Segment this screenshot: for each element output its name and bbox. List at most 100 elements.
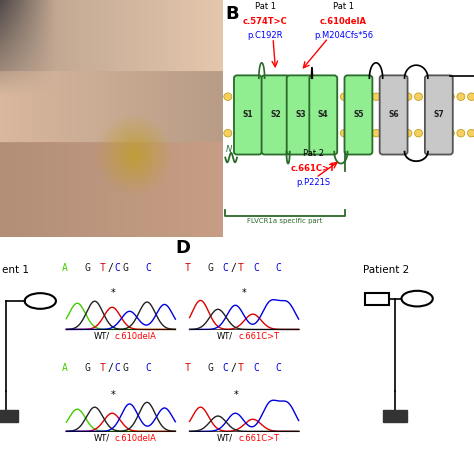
Text: /: / xyxy=(230,263,236,273)
Text: Pat 1: Pat 1 xyxy=(255,2,276,11)
Text: WT/: WT/ xyxy=(217,434,233,443)
Text: C: C xyxy=(145,363,151,373)
Circle shape xyxy=(277,129,285,137)
Text: p.P221S: p.P221S xyxy=(296,178,330,187)
Text: T: T xyxy=(100,363,105,373)
Text: A: A xyxy=(62,263,67,273)
Text: S1: S1 xyxy=(243,110,253,119)
Circle shape xyxy=(224,93,232,100)
Circle shape xyxy=(287,129,295,137)
Circle shape xyxy=(383,93,391,100)
Circle shape xyxy=(319,93,327,100)
Text: A: A xyxy=(62,363,67,373)
Text: Pat 2: Pat 2 xyxy=(303,149,324,158)
FancyBboxPatch shape xyxy=(425,75,453,155)
Circle shape xyxy=(447,129,454,137)
Text: ent 1: ent 1 xyxy=(2,265,29,275)
FancyBboxPatch shape xyxy=(234,75,262,155)
Text: S2: S2 xyxy=(270,110,281,119)
Text: c.661C>T: c.661C>T xyxy=(238,332,279,341)
Circle shape xyxy=(436,93,444,100)
Text: *: * xyxy=(111,390,116,400)
Text: G: G xyxy=(122,263,128,273)
Text: S6: S6 xyxy=(388,110,399,119)
Text: *: * xyxy=(234,390,239,400)
Text: S3: S3 xyxy=(295,110,306,119)
Circle shape xyxy=(425,93,433,100)
Text: G: G xyxy=(84,263,90,273)
Text: p.M204Cfs*56: p.M204Cfs*56 xyxy=(314,31,373,40)
Text: Patient 2: Patient 2 xyxy=(363,265,409,275)
Circle shape xyxy=(425,129,433,137)
Text: C: C xyxy=(276,263,282,273)
Circle shape xyxy=(245,129,253,137)
Text: WT/: WT/ xyxy=(94,332,110,341)
Circle shape xyxy=(436,129,444,137)
Text: c.574T>C: c.574T>C xyxy=(243,17,288,26)
Text: B: B xyxy=(225,5,239,23)
Circle shape xyxy=(383,129,391,137)
Text: Pat 1: Pat 1 xyxy=(333,2,354,11)
Circle shape xyxy=(298,129,306,137)
Text: G: G xyxy=(122,363,128,373)
Circle shape xyxy=(393,93,401,100)
Text: c.610delA: c.610delA xyxy=(320,17,367,26)
Circle shape xyxy=(245,93,253,100)
FancyBboxPatch shape xyxy=(380,75,408,155)
Circle shape xyxy=(298,93,306,100)
Circle shape xyxy=(234,93,242,100)
Text: T: T xyxy=(185,263,191,273)
Text: WT/: WT/ xyxy=(94,434,110,443)
Circle shape xyxy=(266,129,274,137)
FancyBboxPatch shape xyxy=(287,75,315,155)
Circle shape xyxy=(351,93,359,100)
Text: C: C xyxy=(145,263,151,273)
Bar xyxy=(383,410,407,422)
Circle shape xyxy=(414,129,422,137)
Text: /: / xyxy=(107,263,113,273)
Text: c.610delA: c.610delA xyxy=(115,434,157,443)
Circle shape xyxy=(330,129,338,137)
Text: C: C xyxy=(253,363,259,373)
Circle shape xyxy=(447,93,454,100)
Circle shape xyxy=(287,93,295,100)
Text: S4: S4 xyxy=(318,110,328,119)
Circle shape xyxy=(255,93,264,100)
Circle shape xyxy=(340,93,348,100)
FancyBboxPatch shape xyxy=(345,75,373,155)
Text: C: C xyxy=(223,263,228,273)
Text: *: * xyxy=(242,288,246,298)
Text: c.610delA: c.610delA xyxy=(115,332,157,341)
Circle shape xyxy=(351,129,359,137)
Circle shape xyxy=(224,129,232,137)
Circle shape xyxy=(404,129,412,137)
Text: /: / xyxy=(230,363,236,373)
Text: G: G xyxy=(84,363,90,373)
Circle shape xyxy=(457,93,465,100)
Text: T: T xyxy=(185,363,191,373)
Circle shape xyxy=(467,129,474,137)
Text: C: C xyxy=(223,363,228,373)
Text: D: D xyxy=(175,239,190,257)
Bar xyxy=(365,292,389,305)
Text: *: * xyxy=(111,288,116,298)
Circle shape xyxy=(404,93,412,100)
Text: p.C192R: p.C192R xyxy=(248,31,283,40)
Text: G: G xyxy=(208,363,213,373)
Circle shape xyxy=(330,93,338,100)
Text: T: T xyxy=(238,263,244,273)
Circle shape xyxy=(372,93,380,100)
Circle shape xyxy=(393,129,401,137)
Circle shape xyxy=(234,129,242,137)
Circle shape xyxy=(319,129,327,137)
Circle shape xyxy=(309,93,317,100)
Circle shape xyxy=(457,129,465,137)
Circle shape xyxy=(277,93,285,100)
Circle shape xyxy=(255,129,264,137)
Circle shape xyxy=(309,129,317,137)
Text: G: G xyxy=(208,263,213,273)
Text: /: / xyxy=(107,363,113,373)
Text: WT/: WT/ xyxy=(217,332,233,341)
Text: c.661C>T: c.661C>T xyxy=(238,434,279,443)
Circle shape xyxy=(340,129,348,137)
